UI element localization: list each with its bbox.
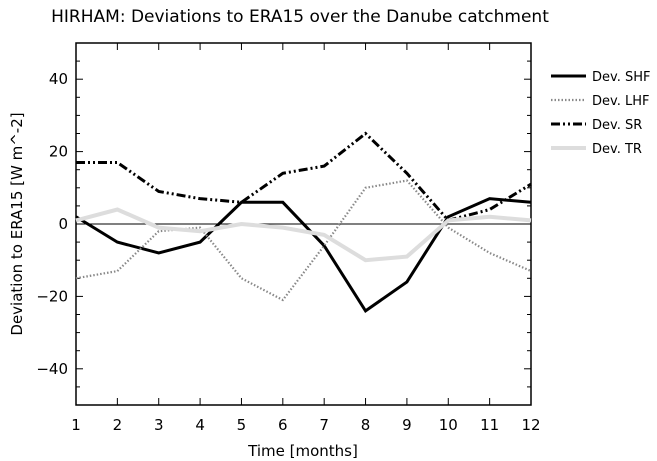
x-axis-title: Time [months] bbox=[247, 442, 358, 460]
series-line bbox=[75, 179, 532, 302]
series-line bbox=[75, 207, 532, 263]
chart-title: HIRHAM: Deviations to ERA15 over the Dan… bbox=[51, 7, 549, 27]
x-tick-label: 9 bbox=[402, 416, 412, 434]
x-tick-label: 5 bbox=[237, 416, 247, 434]
y-tick-label: 40 bbox=[49, 70, 68, 88]
legend-label: Dev. SHF bbox=[592, 70, 650, 85]
legend-label: Dev. LHF bbox=[592, 94, 649, 109]
x-tick-label: 10 bbox=[439, 416, 458, 434]
x-tick-label: 12 bbox=[521, 416, 540, 434]
y-tick-label: 20 bbox=[49, 143, 68, 161]
x-tick-label: 1 bbox=[71, 416, 81, 434]
x-tick-label: 11 bbox=[480, 416, 499, 434]
series-line bbox=[75, 197, 532, 314]
series-line bbox=[76, 131, 532, 223]
y-tick-label: −40 bbox=[36, 360, 68, 378]
x-tick-label: 6 bbox=[278, 416, 288, 434]
x-tick-label: 8 bbox=[361, 416, 371, 434]
y-tick-label: −20 bbox=[36, 287, 68, 305]
x-tick-label: 2 bbox=[113, 416, 123, 434]
x-tick-label: 3 bbox=[154, 416, 164, 434]
legend-label: Dev. SR bbox=[592, 118, 642, 133]
x-tick-label: 7 bbox=[319, 416, 329, 434]
legend: Dev. SHF Dev. LHF Dev. SR Dev. TR bbox=[551, 70, 650, 157]
legend-label: Dev. TR bbox=[592, 142, 642, 157]
x-tick-label: 4 bbox=[195, 416, 205, 434]
y-axis-title: Deviation to ERA15 [W m^-2] bbox=[8, 112, 26, 335]
series-layer bbox=[75, 131, 532, 314]
y-tick-label: 0 bbox=[58, 215, 68, 233]
